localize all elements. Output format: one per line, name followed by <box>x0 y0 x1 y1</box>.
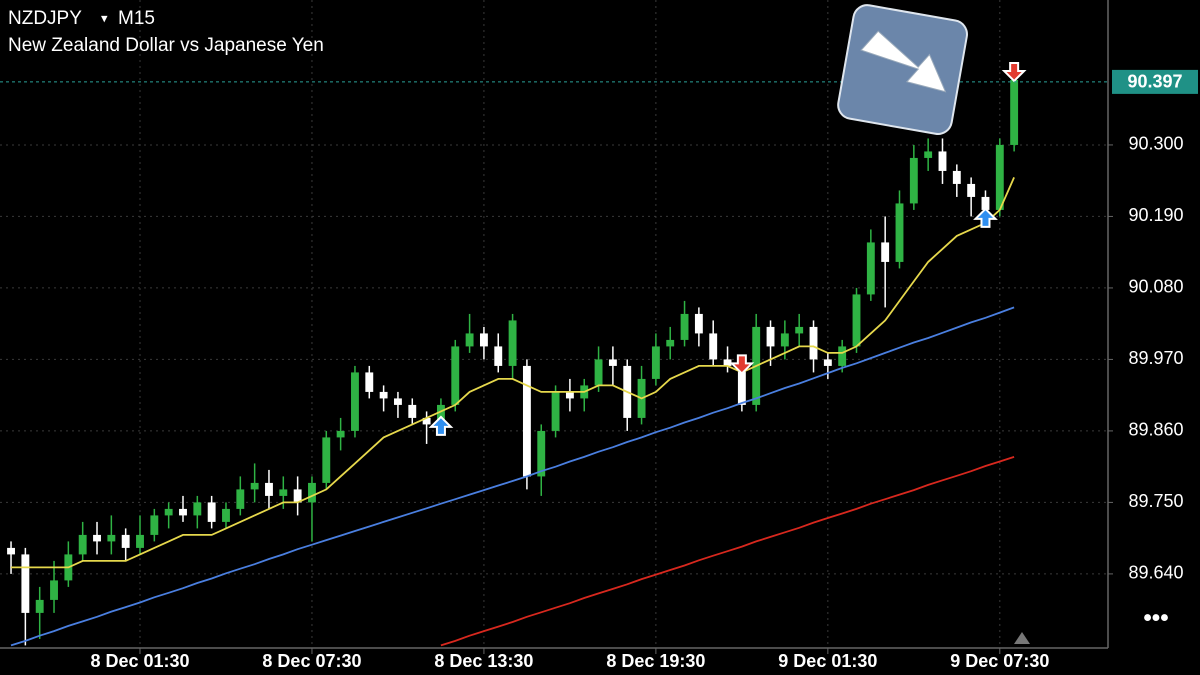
candle-body <box>465 333 474 347</box>
candle-body <box>21 554 30 613</box>
moving-average-line <box>10 306 1015 647</box>
candle-body <box>938 151 947 171</box>
y-tick-label: 89.860 <box>1128 420 1183 440</box>
candle-body <box>737 365 746 405</box>
candle-body <box>723 359 732 366</box>
timeframe[interactable]: M15 <box>118 8 155 29</box>
buy-signal-arrow <box>428 415 454 436</box>
y-tick-label: 90.190 <box>1128 205 1183 225</box>
candle-body <box>250 482 259 490</box>
candle-body <box>967 183 976 197</box>
y-tick-label: 89.970 <box>1128 348 1183 368</box>
y-tick-label: 90.080 <box>1128 277 1183 297</box>
candle-body <box>565 391 574 399</box>
candle-body <box>379 391 388 399</box>
candle-body <box>107 534 116 542</box>
moving-average-line <box>440 456 1015 647</box>
candle-body <box>164 508 173 516</box>
candle-body <box>537 430 546 477</box>
description: New Zealand Dollar vs Japanese Yen <box>8 35 324 56</box>
scroll-marker <box>1014 632 1030 644</box>
candle-body <box>351 372 359 431</box>
candle-body <box>136 534 144 548</box>
candle-body <box>93 534 101 542</box>
candle-body <box>1010 79 1019 145</box>
candle-body <box>666 339 675 347</box>
candle-body <box>50 580 58 600</box>
candle-body <box>909 157 918 204</box>
candle-body <box>35 599 44 613</box>
dropdown-caret[interactable]: ▾ <box>101 10 108 25</box>
x-tick-label: 9 Dec 01:30 <box>778 651 877 671</box>
arrow-icon <box>837 4 968 135</box>
x-tick-label: 8 Dec 07:30 <box>262 651 361 671</box>
candle-body <box>995 144 1004 210</box>
candle-body <box>838 346 847 366</box>
candle-body <box>866 242 875 295</box>
candle-body <box>336 430 345 438</box>
candle-body <box>436 404 445 425</box>
candle-body <box>422 417 431 425</box>
candle-body <box>207 502 216 522</box>
candle-body <box>551 391 560 431</box>
candle-body <box>193 502 202 516</box>
candle-body <box>494 346 503 366</box>
candle-body <box>694 313 703 334</box>
x-tick-label: 9 Dec 07:30 <box>950 651 1049 671</box>
candle-body <box>222 508 230 522</box>
y-tick-label: 89.750 <box>1128 491 1183 511</box>
y-tick-label: 89.640 <box>1128 563 1183 583</box>
candle-body <box>322 437 331 483</box>
candle-body <box>608 359 617 366</box>
candle-body <box>881 242 890 262</box>
candle-body <box>952 170 961 184</box>
candle-body <box>766 326 775 347</box>
candle-body <box>265 482 273 496</box>
candle-body <box>780 333 789 347</box>
candle-body <box>709 333 718 360</box>
buy-signal-arrow <box>973 207 998 228</box>
candle-body <box>236 489 245 509</box>
candle-body <box>150 515 159 535</box>
plot-area <box>0 0 1108 648</box>
current-price-label: 90.397 <box>1127 72 1182 92</box>
candle-body <box>809 326 818 360</box>
candle-body <box>680 313 689 340</box>
x-tick-label: 8 Dec 19:30 <box>606 651 705 671</box>
candle-body <box>651 346 660 379</box>
sell-signal-arrow <box>729 354 755 375</box>
candle-body <box>981 196 990 210</box>
candle-body <box>852 294 861 347</box>
candle-body <box>121 534 130 548</box>
candle-body <box>7 547 15 555</box>
candle-body <box>479 333 488 347</box>
candle-body <box>522 365 531 477</box>
candle-body <box>78 534 87 555</box>
x-tick-label: 8 Dec 13:30 <box>434 651 533 671</box>
candle-body <box>594 359 603 386</box>
candle-body <box>823 359 832 366</box>
candle-body <box>279 489 288 496</box>
candle-body <box>293 489 302 503</box>
candle-body <box>795 326 804 334</box>
symbol: NZDJPY <box>8 8 82 29</box>
x-tick-label: 8 Dec 01:30 <box>90 651 189 671</box>
candle-body <box>179 508 187 516</box>
y-tick-label: 90.300 <box>1128 134 1183 154</box>
sell-signal-arrow <box>1001 61 1027 83</box>
candle-body <box>365 372 374 392</box>
more-menu[interactable]: ••• <box>1143 604 1168 631</box>
candle-body <box>895 203 904 262</box>
candle-body <box>508 320 517 366</box>
current-price-box <box>1112 69 1198 94</box>
candle-body <box>924 151 933 158</box>
candle-body <box>451 346 460 405</box>
candle-body <box>408 404 417 418</box>
moving-average-line <box>11 177 1015 569</box>
candle-body <box>394 398 402 405</box>
candle-body <box>308 482 316 503</box>
